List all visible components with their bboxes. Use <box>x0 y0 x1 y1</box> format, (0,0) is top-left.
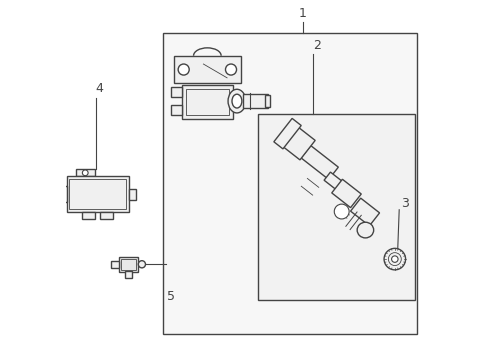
Ellipse shape <box>228 89 246 113</box>
Text: 3: 3 <box>401 197 409 210</box>
Circle shape <box>225 64 237 75</box>
Polygon shape <box>301 145 338 180</box>
Bar <box>258 114 416 300</box>
Polygon shape <box>274 118 301 149</box>
Bar <box>243 94 269 108</box>
Ellipse shape <box>232 94 242 108</box>
Bar <box>70 179 126 210</box>
Polygon shape <box>350 198 380 226</box>
Circle shape <box>384 248 406 270</box>
Bar <box>182 85 233 119</box>
Bar <box>163 33 417 334</box>
Bar <box>50 186 67 202</box>
Bar <box>186 89 229 115</box>
Text: 1: 1 <box>298 7 306 20</box>
Bar <box>67 176 129 212</box>
Bar <box>82 212 96 220</box>
Bar <box>121 259 136 270</box>
Bar <box>119 257 138 272</box>
Circle shape <box>178 64 189 75</box>
Bar <box>129 189 136 200</box>
Text: 2: 2 <box>313 39 320 52</box>
Bar <box>171 105 182 115</box>
Polygon shape <box>332 179 361 208</box>
Text: 4: 4 <box>96 82 104 95</box>
Bar <box>100 212 113 220</box>
Bar <box>171 87 182 97</box>
Bar <box>174 56 241 84</box>
Polygon shape <box>279 124 315 160</box>
Circle shape <box>392 256 398 262</box>
Bar <box>125 271 132 278</box>
Circle shape <box>82 170 88 176</box>
Bar <box>265 95 270 107</box>
Bar <box>75 169 95 176</box>
Circle shape <box>138 261 146 268</box>
Circle shape <box>334 204 349 219</box>
Text: 5: 5 <box>168 290 175 303</box>
Bar <box>111 261 119 268</box>
Ellipse shape <box>357 222 374 238</box>
Polygon shape <box>324 172 348 194</box>
